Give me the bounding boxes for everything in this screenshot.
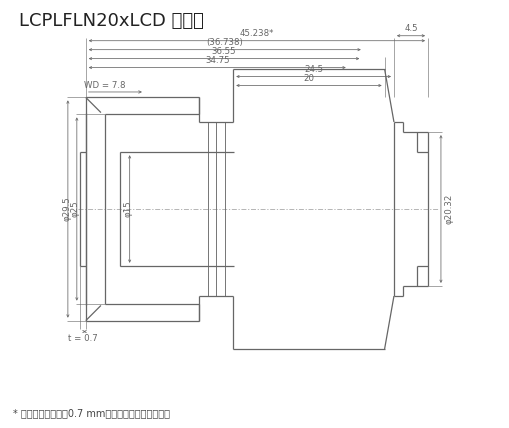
Text: φ25: φ25 bbox=[71, 201, 80, 217]
Text: 34.75: 34.75 bbox=[205, 56, 229, 65]
Text: (36.738): (36.738) bbox=[206, 38, 243, 47]
Text: 45.238*: 45.238* bbox=[239, 29, 273, 38]
Text: LCPLFLN20xLCD 尺寸图: LCPLFLN20xLCD 尺寸图 bbox=[19, 12, 204, 30]
Text: 4.5: 4.5 bbox=[403, 24, 417, 33]
Text: t = 0.7: t = 0.7 bbox=[68, 334, 98, 343]
Text: φ29.5: φ29.5 bbox=[62, 196, 71, 221]
Text: φ20.32: φ20.32 bbox=[443, 194, 452, 224]
Text: 20: 20 bbox=[303, 74, 314, 83]
Text: φ15: φ15 bbox=[123, 201, 132, 217]
Text: 24.5: 24.5 bbox=[303, 65, 323, 74]
Text: 36.55: 36.55 bbox=[211, 47, 236, 56]
Text: WD = 7.8: WD = 7.8 bbox=[84, 81, 126, 90]
Text: * 同焦点距离为透过0.7 mm厚度玻璃观察时的尺寸。: * 同焦点距离为透过0.7 mm厚度玻璃观察时的尺寸。 bbox=[13, 408, 170, 418]
